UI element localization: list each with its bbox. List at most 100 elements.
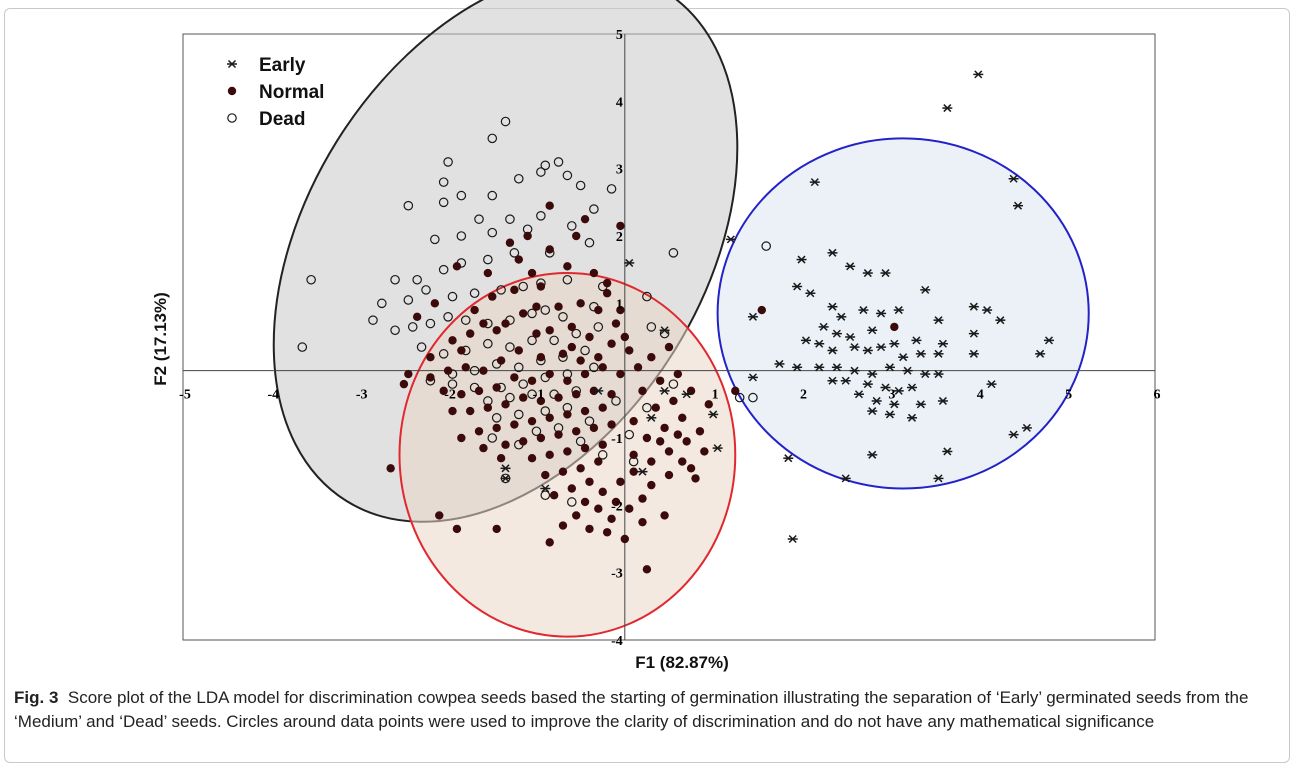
early-point — [884, 410, 895, 419]
x-tick-label: -1 — [533, 388, 545, 403]
caption-text: Score plot of the LDA model for discrimi… — [14, 688, 1249, 731]
early-point — [889, 400, 900, 409]
normal-point — [483, 403, 493, 412]
dead-point — [496, 285, 506, 295]
normal-point — [536, 353, 546, 362]
normal-point — [598, 440, 607, 449]
lda-score-plot: -5 -4 -3 -2 -1 1 2 3 4 5 6 -4 -3 -2 -1 1 2 3 4 5 Early Norma… — [151, 0, 1161, 672]
normal-point — [673, 430, 683, 439]
early-point — [659, 386, 670, 395]
normal-point — [488, 292, 497, 301]
normal-point — [465, 406, 475, 416]
normal-point — [567, 484, 576, 493]
normal-point — [558, 467, 568, 476]
early-point — [840, 376, 851, 385]
early-point — [831, 363, 842, 372]
early-point — [973, 70, 984, 79]
early-point — [849, 366, 860, 375]
early-point — [862, 269, 873, 278]
normal-point — [585, 524, 594, 534]
normal-point — [519, 437, 528, 446]
normal-point — [572, 231, 581, 241]
normal-point — [580, 369, 590, 379]
early-point — [920, 370, 931, 379]
early-point — [1013, 201, 1024, 210]
dead-point — [421, 285, 431, 295]
caption-label: Fig. 3 — [14, 688, 59, 707]
early-point — [884, 363, 895, 372]
early-point — [792, 363, 803, 372]
dead-point — [487, 433, 498, 443]
dead-point — [403, 200, 414, 211]
early-point — [783, 454, 794, 463]
dead-point — [562, 274, 573, 285]
dead-point — [527, 389, 537, 400]
normal-point — [505, 238, 515, 247]
normal-point — [527, 416, 537, 426]
normal-point — [625, 504, 634, 513]
dead-point — [483, 338, 493, 349]
dead-point — [416, 342, 427, 352]
dead-point — [491, 412, 502, 423]
normal-point — [651, 403, 660, 412]
normal-point — [664, 342, 674, 352]
normal-point — [492, 383, 501, 392]
early-point — [911, 336, 922, 345]
y-tick-label: 1 — [616, 297, 623, 312]
dead-point — [306, 274, 316, 285]
normal-point — [647, 353, 656, 362]
normal-point — [545, 245, 554, 254]
normal-point — [483, 268, 493, 278]
normal-point — [616, 369, 625, 379]
normal-point — [545, 326, 554, 335]
normal-point — [602, 289, 612, 298]
normal-point — [545, 413, 554, 422]
normal-point — [563, 262, 572, 271]
early-point — [774, 359, 785, 368]
early-point — [712, 444, 723, 453]
normal-point — [594, 504, 603, 513]
dead-point — [407, 322, 418, 332]
early-point — [500, 464, 511, 473]
early-point — [540, 484, 551, 493]
normal-point — [430, 299, 440, 308]
early-point — [889, 339, 900, 348]
dead-point — [558, 311, 568, 322]
normal-legend-marker — [227, 86, 237, 96]
normal-point — [536, 396, 546, 406]
normal-point — [527, 454, 537, 463]
x-tick-label: -4 — [268, 388, 280, 403]
dead-point — [456, 190, 467, 201]
early-point — [995, 316, 1006, 325]
normal-point — [625, 346, 634, 355]
dead-point — [668, 379, 679, 389]
normal-point — [549, 491, 559, 500]
normal-point — [563, 376, 572, 385]
normal-point — [457, 346, 466, 355]
dead-point — [509, 248, 520, 258]
early-point — [814, 363, 825, 372]
early-point — [902, 366, 913, 375]
early-point — [876, 343, 887, 352]
early-point — [845, 332, 856, 342]
dead-point — [540, 305, 551, 315]
normal-point — [607, 420, 616, 429]
normal-point — [545, 538, 554, 547]
early-point — [933, 316, 944, 325]
normal-point — [678, 413, 687, 422]
dead-point — [536, 211, 546, 221]
dead-point — [589, 204, 599, 214]
early-point — [800, 336, 811, 345]
early-point — [937, 339, 948, 348]
normal-point — [594, 353, 603, 362]
early-point — [659, 326, 670, 335]
normal-point — [474, 427, 484, 436]
early-point — [818, 322, 829, 331]
dead-point — [487, 133, 498, 144]
normal-point — [655, 437, 665, 446]
normal-point — [704, 400, 713, 409]
dead-point — [513, 362, 524, 373]
normal-point — [545, 369, 554, 379]
dead-point — [505, 342, 515, 352]
dead-point — [505, 214, 515, 224]
